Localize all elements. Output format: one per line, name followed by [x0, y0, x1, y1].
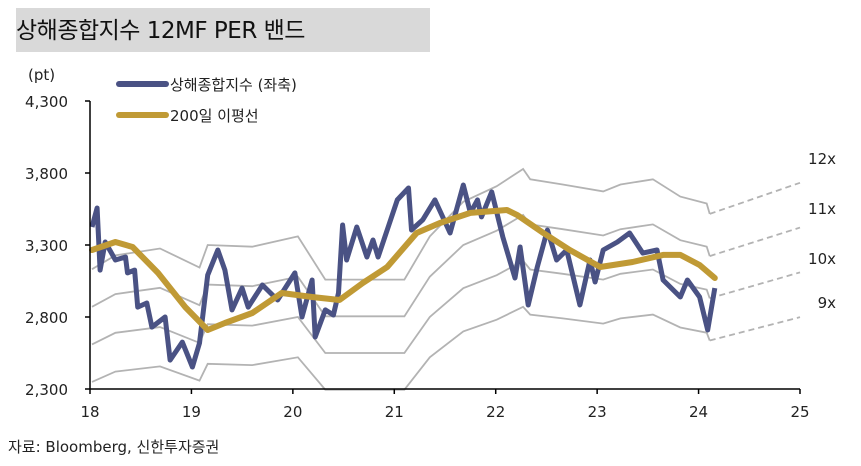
- x-tick-label: 25: [790, 403, 809, 421]
- x-tick-label: 23: [588, 403, 607, 421]
- band-label-11x: 11x: [808, 200, 836, 218]
- band-label-12x: 12x: [808, 150, 836, 168]
- legend: 상해종합지수 (좌축) 200일 이평선: [116, 76, 297, 125]
- x-tick-label: 21: [385, 403, 404, 421]
- x-tick-label: 19: [182, 403, 201, 421]
- y-tick-label: 4,300: [25, 93, 68, 111]
- y-tick-label: 2,800: [25, 309, 68, 327]
- legend-label-ma: 200일 이평선: [170, 107, 259, 125]
- axes: 2,300 2,800 3,300 3,800 4,300 18 19 20 21 22 23 24 2…: [25, 93, 810, 421]
- y-tick-label: 3,800: [25, 165, 68, 183]
- band-forecast-9x: [709, 316, 801, 342]
- band-label-10x: 10x: [808, 250, 836, 268]
- x-tick-label: 20: [283, 403, 302, 421]
- y-axis-unit: (pt): [28, 66, 55, 84]
- x-tick-label: 18: [80, 403, 99, 421]
- band-label-9x: 9x: [818, 294, 837, 312]
- source-note: 자료: Bloomberg, 신한투자증권: [8, 438, 220, 456]
- legend-label-index: 상해종합지수 (좌축): [170, 76, 297, 94]
- y-tick-label: 3,300: [25, 237, 68, 255]
- series-lines: [89, 182, 718, 370]
- per-bands: 9x 10x 11x 12x: [91, 150, 837, 391]
- title-bar: [16, 8, 430, 52]
- band-line-10x: [91, 259, 711, 354]
- band-forecast-12x: [709, 181, 801, 215]
- series-line-index: [89, 182, 718, 370]
- chart-title: 상해종합지수 12MF PER 밴드: [16, 18, 305, 44]
- series-line-ma: [89, 207, 718, 333]
- band-forecast-11x: [709, 226, 801, 257]
- y-tick-label: 2,300: [25, 381, 68, 399]
- x-tick-label: 22: [486, 403, 505, 421]
- band-forecast-10x: [709, 271, 801, 300]
- band-line-9x: [91, 305, 711, 391]
- x-tick-label: 24: [689, 403, 708, 421]
